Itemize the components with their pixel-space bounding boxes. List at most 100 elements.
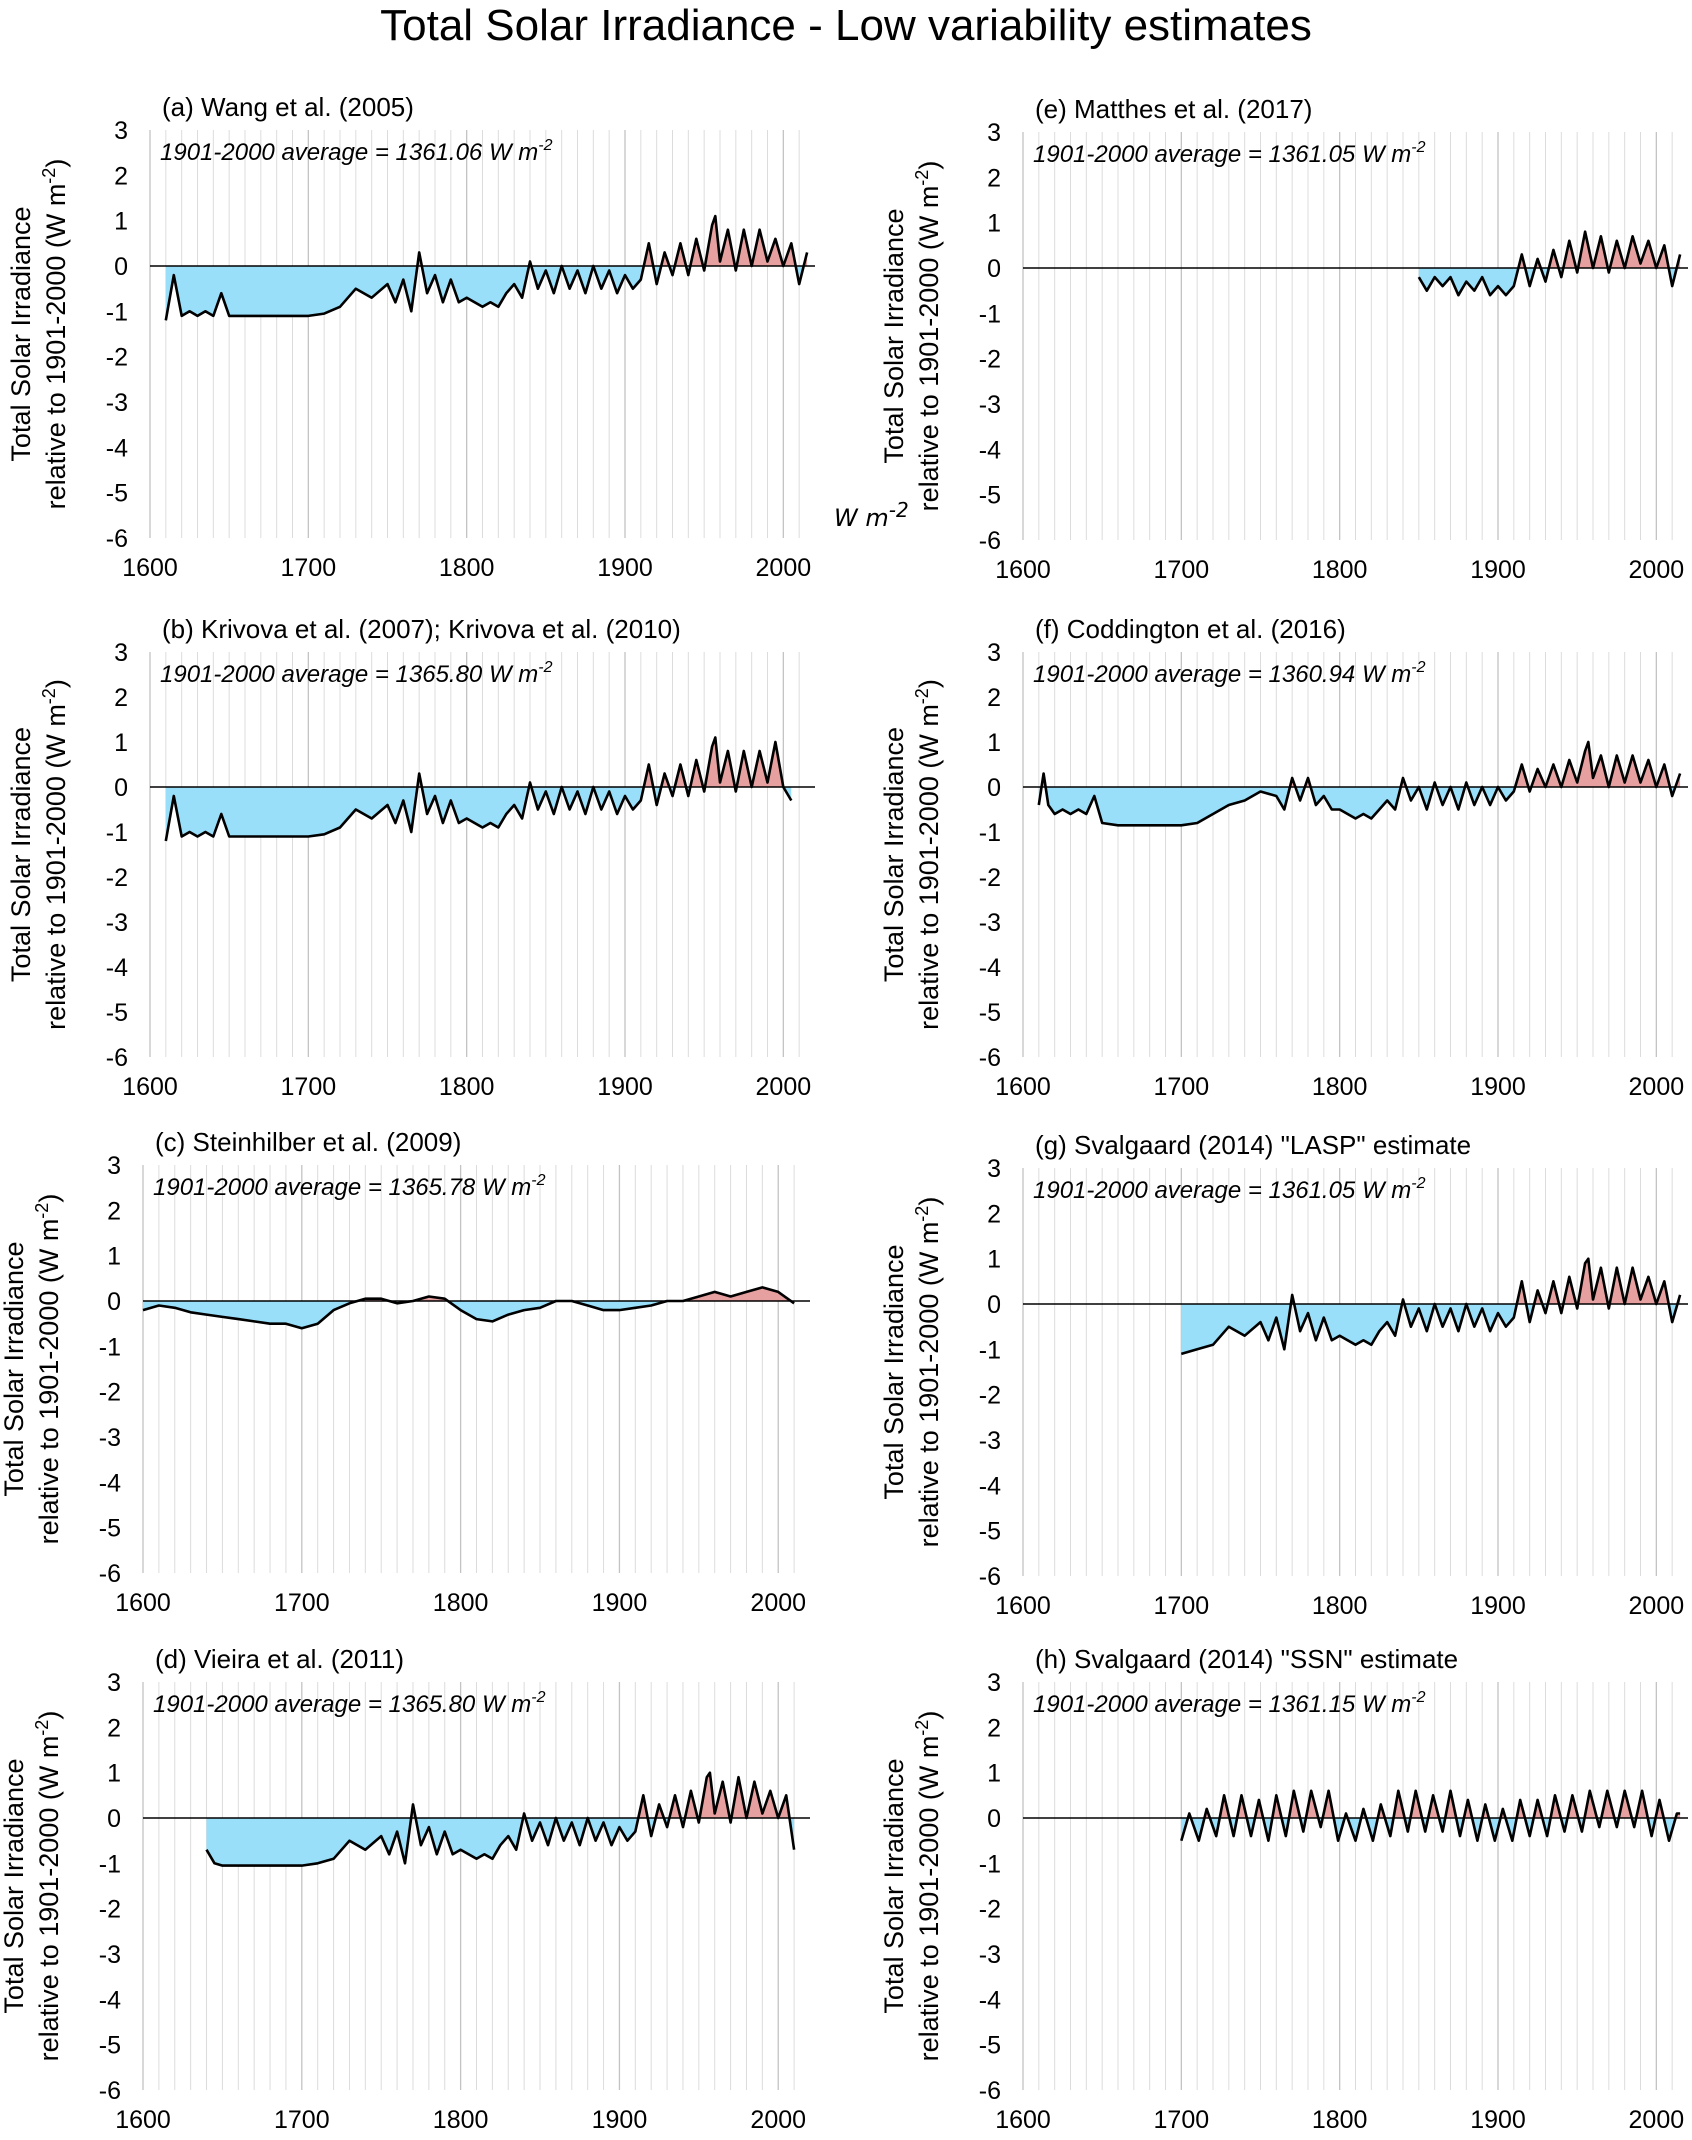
average-annotation-sup: -2	[1411, 659, 1425, 676]
y-tick-label: 3	[107, 1152, 121, 1180]
average-annotation-text: 1901-2000 average = 1361.05 W m	[1033, 141, 1411, 168]
y-tick-label: -4	[106, 954, 128, 982]
y-axis-label-line1: Total Solar Irradiance	[879, 727, 909, 982]
average-annotation: 1901-2000 average = 1360.94 W m-2	[1033, 659, 1426, 688]
series-fill-below	[165, 787, 792, 841]
y-tick-label: -5	[979, 999, 1001, 1027]
x-tick-label: 1800	[1312, 2106, 1368, 2134]
average-annotation-sup: -2	[1411, 139, 1425, 156]
y-tick-label: -4	[979, 1986, 1001, 2014]
average-annotation-text: 1901-2000 average = 1365.80 W m	[153, 1691, 531, 1718]
y-tick-label: -2	[106, 864, 128, 892]
series-fill-above	[165, 737, 792, 787]
y-axis-label: Total Solar Irradiance relative to 1901-2…	[879, 1711, 944, 2062]
y-axis-label-sup: -2	[32, 1203, 52, 1219]
panel-title: (h) Svalgaard (2014) "SSN" estimate	[1035, 1644, 1458, 1674]
y-tick-label: 0	[987, 1291, 1001, 1319]
x-tick-label: 1900	[592, 2106, 648, 2134]
x-tick-label: 2000	[750, 1589, 806, 1617]
average-annotation-sup: -2	[1411, 1689, 1425, 1706]
x-tick-label: 1900	[1470, 556, 1526, 584]
y-tick-label: -2	[979, 346, 1001, 374]
y-axis-label-sup: -2	[39, 688, 59, 704]
y-tick-label: -4	[979, 954, 1001, 982]
x-tick-label: 1600	[995, 1073, 1051, 1101]
y-tick-label: -3	[979, 1427, 1001, 1455]
y-tick-label: -6	[99, 2077, 121, 2105]
panel-title: (b) Krivova et al. (2007); Krivova et al…	[162, 614, 681, 644]
y-tick-label: 2	[987, 164, 1001, 192]
y-tick-label: -6	[106, 1044, 128, 1072]
panel-title: (f) Coddington et al. (2016)	[1035, 614, 1346, 644]
y-tick-label: -2	[979, 1896, 1001, 1924]
y-tick-label: 2	[114, 684, 128, 712]
x-tick-label: 1800	[1312, 1592, 1368, 1620]
series-fill-above	[1418, 231, 1681, 268]
y-axis-label-line1: Total Solar Irradiance	[879, 1244, 909, 1499]
y-tick-label: -4	[99, 1986, 121, 2014]
y-tick-label: 2	[107, 1197, 121, 1225]
x-tick-label: 1600	[995, 1592, 1051, 1620]
series-line	[1180, 1789, 1681, 1842]
y-tick-label: -2	[979, 1382, 1001, 1410]
series-line	[164, 214, 809, 321]
y-axis-label-line2: relative to 1901-2000 (W m	[34, 1219, 64, 1545]
y-tick-label: 1	[107, 1760, 121, 1788]
x-tick-label: 1700	[281, 554, 337, 582]
y-axis-label-line1: Total Solar Irradiance	[6, 727, 36, 982]
y-axis-label: Total Solar Irradiance relative to 1901-2…	[879, 161, 944, 512]
y-axis-label-sup: -2	[912, 688, 932, 704]
series-line	[1417, 230, 1682, 297]
series-line	[205, 1771, 796, 1867]
y-axis-label: Total Solar Irradiance relative to 1901-2…	[879, 1197, 944, 1548]
x-tick-label: 1700	[274, 1589, 330, 1617]
y-tick-label: 1	[987, 1760, 1001, 1788]
average-annotation-text: 1901-2000 average = 1360.94 W m	[1033, 661, 1411, 688]
series-fill-below	[143, 1301, 795, 1329]
y-tick-label: -6	[99, 1560, 121, 1588]
panel-title: (c) Steinhilber et al. (2009)	[155, 1127, 461, 1157]
y-tick-label: -3	[979, 909, 1001, 937]
x-tick-label: 2000	[1629, 556, 1685, 584]
y-axis-label-suffix: )	[914, 161, 944, 170]
x-tick-label: 1900	[1470, 1592, 1526, 1620]
x-tick-label: 2000	[750, 2106, 806, 2134]
y-tick-label: -2	[106, 344, 128, 372]
y-axis-label-suffix: )	[34, 1194, 64, 1203]
panel-title: (g) Svalgaard (2014) "LASP" estimate	[1035, 1130, 1471, 1160]
y-tick-label: -5	[979, 2032, 1001, 2060]
series-fill-below	[1181, 1304, 1681, 1354]
y-axis-label-line1: Total Solar Irradiance	[0, 1241, 29, 1496]
average-annotation: 1901-2000 average = 1361.05 W m-2	[1033, 1175, 1426, 1204]
y-tick-label: 1	[987, 1246, 1001, 1274]
y-tick-label: 0	[987, 1805, 1001, 1833]
x-tick-label: 1700	[281, 1073, 337, 1101]
x-tick-label: 1900	[592, 1589, 648, 1617]
y-tick-label: -3	[99, 1941, 121, 1969]
y-axis-label-line2: relative to 1901-2000 (W m	[914, 1736, 944, 2062]
x-tick-label: 1600	[115, 1589, 171, 1617]
panel-title: (a) Wang et al. (2005)	[162, 92, 414, 122]
y-axis-label-suffix: )	[914, 679, 944, 688]
y-tick-label: -5	[99, 1515, 121, 1543]
panel-title: (e) Matthes et al. (2017)	[1035, 94, 1312, 124]
y-axis-label-line2: relative to 1901-2000 (W m	[914, 186, 944, 512]
y-axis-label-line1: Total Solar Irradiance	[6, 206, 36, 461]
x-tick-label: 1600	[122, 554, 178, 582]
y-tick-label: -5	[979, 482, 1001, 510]
y-axis-label-sup: -2	[912, 1720, 932, 1736]
y-tick-label: 3	[107, 1669, 121, 1697]
y-tick-label: 3	[987, 1155, 1001, 1183]
y-tick-label: -4	[979, 1472, 1001, 1500]
y-tick-label: -1	[979, 1850, 1001, 1878]
x-tick-label: 1800	[439, 554, 495, 582]
average-annotation: 1901-2000 average = 1361.06 W m-2	[160, 137, 553, 166]
y-tick-label: 3	[987, 639, 1001, 667]
series-fill-above	[206, 1772, 795, 1818]
y-tick-label: 3	[987, 1669, 1001, 1697]
average-annotation-sup: -2	[531, 1689, 545, 1706]
